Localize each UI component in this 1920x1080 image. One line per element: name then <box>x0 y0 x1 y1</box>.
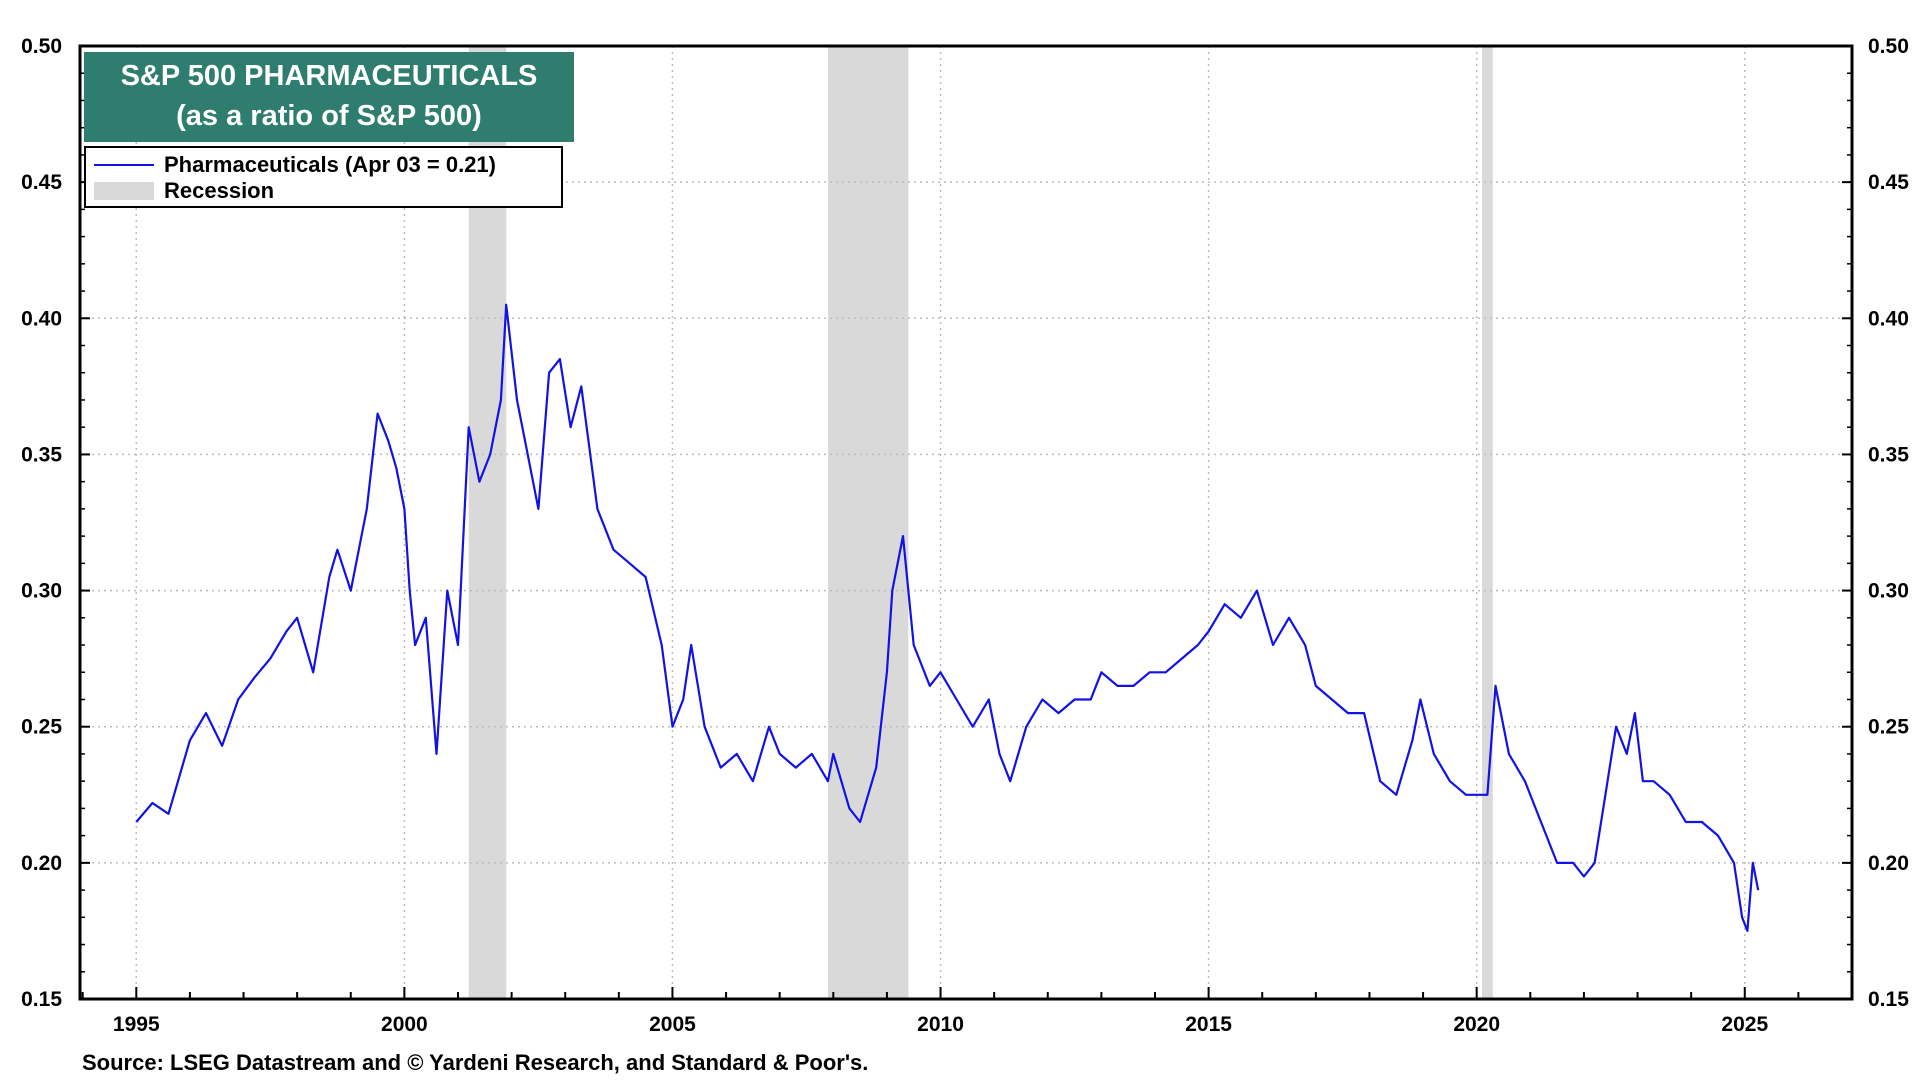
recession-bands <box>468 46 1493 999</box>
legend: Pharmaceuticals (Apr 03 = 0.21) Recessio… <box>84 146 563 208</box>
y-tick-label: 0.25 <box>21 716 62 739</box>
y-tick-label: 0.40 <box>21 307 62 330</box>
y-tick-label: 0.20 <box>1868 852 1909 875</box>
chart-title: S&P 500 PHARMACEUTICALS <box>120 60 538 92</box>
y-tick-label: 0.15 <box>21 988 62 1011</box>
x-tick-label: 2000 <box>381 1013 428 1036</box>
x-tick-label: 2020 <box>1453 1013 1500 1036</box>
recession-band <box>1482 46 1493 999</box>
y-tick-label: 0.30 <box>21 580 62 603</box>
x-tick-label: 1995 <box>113 1013 160 1036</box>
x-axis: 1995 2000 2005 2010 2015 2020 2025 <box>81 987 1800 1036</box>
y-tick-label: 0.20 <box>21 852 62 875</box>
legend-item-recession: Recession <box>86 178 274 204</box>
y-axis-right: 0.50 0.45 0.40 0.35 0.30 0.25 0.20 0.15 <box>1842 35 1909 1011</box>
source-note: Source: LSEG Datastream and © Yardeni Re… <box>82 1050 869 1075</box>
series-layer <box>135 303 1760 932</box>
recession-band <box>827 46 909 999</box>
chart-title-box: S&P 500 PHARMACEUTICALS (as a ratio of S… <box>84 52 574 142</box>
y-tick-label: 0.15 <box>1868 988 1909 1011</box>
y-tick-label: 0.50 <box>21 35 62 58</box>
legend-line-swatch <box>94 164 154 166</box>
x-tick-label: 2015 <box>1185 1013 1232 1036</box>
y-tick-label: 0.25 <box>1868 716 1909 739</box>
y-tick-label: 0.50 <box>1868 35 1909 58</box>
y-tick-label: 0.45 <box>21 171 62 194</box>
legend-label-pharmaceuticals: Pharmaceuticals (Apr 03 = 0.21) <box>164 152 496 177</box>
y-tick-label: 0.35 <box>1868 443 1909 466</box>
y-tick-label: 0.40 <box>1868 307 1909 330</box>
plot-frame <box>78 44 1854 1001</box>
y-tick-label: 0.30 <box>1868 580 1909 603</box>
x-tick-label: 2005 <box>649 1013 696 1036</box>
x-tick-label: 2010 <box>917 1013 964 1036</box>
y-tick-label: 0.35 <box>21 443 62 466</box>
y-tick-label: 0.45 <box>1868 171 1909 194</box>
series-line-pharmaceuticals <box>135 303 1760 932</box>
chart-subtitle: (as a ratio of S&P 500) <box>176 100 482 132</box>
legend-recession-swatch <box>94 182 154 200</box>
x-tick-label: 2025 <box>1721 1013 1768 1036</box>
legend-item-pharmaceuticals: Pharmaceuticals (Apr 03 = 0.21) <box>86 152 496 178</box>
legend-label-recession: Recession <box>164 178 275 203</box>
y-axis-left: 0.50 0.45 0.40 0.35 0.30 0.25 0.20 0.15 <box>21 35 90 1011</box>
